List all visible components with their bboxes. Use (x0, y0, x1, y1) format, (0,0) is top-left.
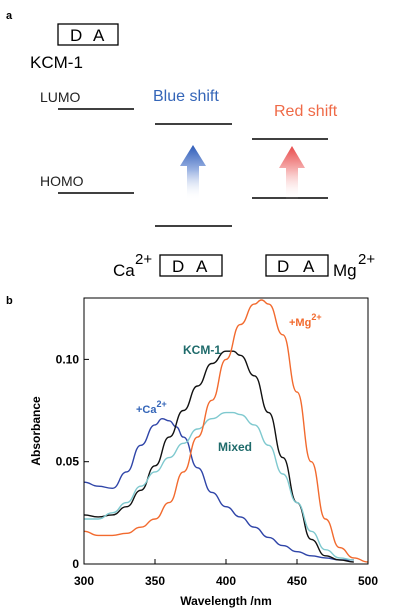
ca-curve-label-main: +Ca (136, 404, 157, 416)
series-layer (84, 299, 368, 563)
acceptor-letter: A (93, 26, 105, 45)
x-tick-label-0: 300 (74, 574, 94, 588)
x-tick-label-3: 450 (287, 574, 307, 588)
panel-a-label: a (6, 10, 13, 22)
series-line-0 (84, 417, 354, 561)
red-shift-label: Red shift (274, 103, 338, 120)
x-tick-label-4: 500 (358, 574, 378, 588)
ticks-layer: 300 350 400 450 500 0 0.05 0.10 (56, 352, 379, 588)
mg-curve-label: +Mg2+ (289, 312, 322, 329)
plot-frame (83, 297, 369, 565)
mg-complex: D A Mg 2+ (265, 251, 375, 280)
mixed-curve-label: Mixed (218, 440, 252, 454)
y-tick-label-1: 0.05 (56, 455, 80, 469)
mg-donor-letter: D (277, 257, 289, 276)
x-tick-label-1: 350 (145, 574, 165, 588)
red-shift-arrow (279, 146, 305, 200)
donor-acceptor-box-top: D A (57, 23, 119, 46)
ca-donor-letter: D (172, 257, 184, 276)
y-tick-label-2: 0.10 (56, 352, 80, 366)
lumo-label: LUMO (40, 89, 81, 105)
y-tick-label-0: 0 (72, 557, 79, 571)
y-axis-label: Absorbance (29, 396, 43, 466)
x-axis-label: Wavelength /nm (180, 594, 272, 608)
mg-ion-label: Mg (333, 261, 357, 280)
donor-letter: D (70, 26, 82, 45)
panel-a: a D A KCM-1 LUMO HOMO Blue shift Red shi… (6, 10, 375, 280)
compound-name: KCM-1 (30, 53, 83, 72)
panel-b: b 300 350 400 450 500 0 0.05 0.10 Wavelength /n… (6, 295, 378, 608)
series-line-3 (84, 299, 368, 563)
ca-ion-label: Ca (113, 261, 135, 280)
ca-curve-label-sup: 2+ (157, 399, 167, 409)
x-tick-label-2: 400 (216, 574, 236, 588)
ca-complex: Ca 2+ D A (113, 251, 223, 280)
homo-label: HOMO (40, 173, 84, 189)
blue-shift-label: Blue shift (153, 88, 219, 105)
mg-charge-label: 2+ (358, 251, 375, 268)
series-line-1 (84, 350, 354, 563)
series-line-2 (84, 411, 354, 561)
ca-charge-label: 2+ (135, 251, 152, 268)
mg-acceptor-letter: A (303, 257, 315, 276)
mg-curve-label-main: +Mg (289, 317, 311, 329)
mg-curve-label-sup: 2+ (311, 312, 321, 322)
ca-acceptor-letter: A (196, 257, 208, 276)
kcm-curve-label: KCM-1 (183, 343, 221, 357)
ca-curve-label: +Ca2+ (136, 399, 167, 416)
blue-shift-arrow (180, 145, 206, 200)
panel-b-label: b (6, 295, 13, 307)
